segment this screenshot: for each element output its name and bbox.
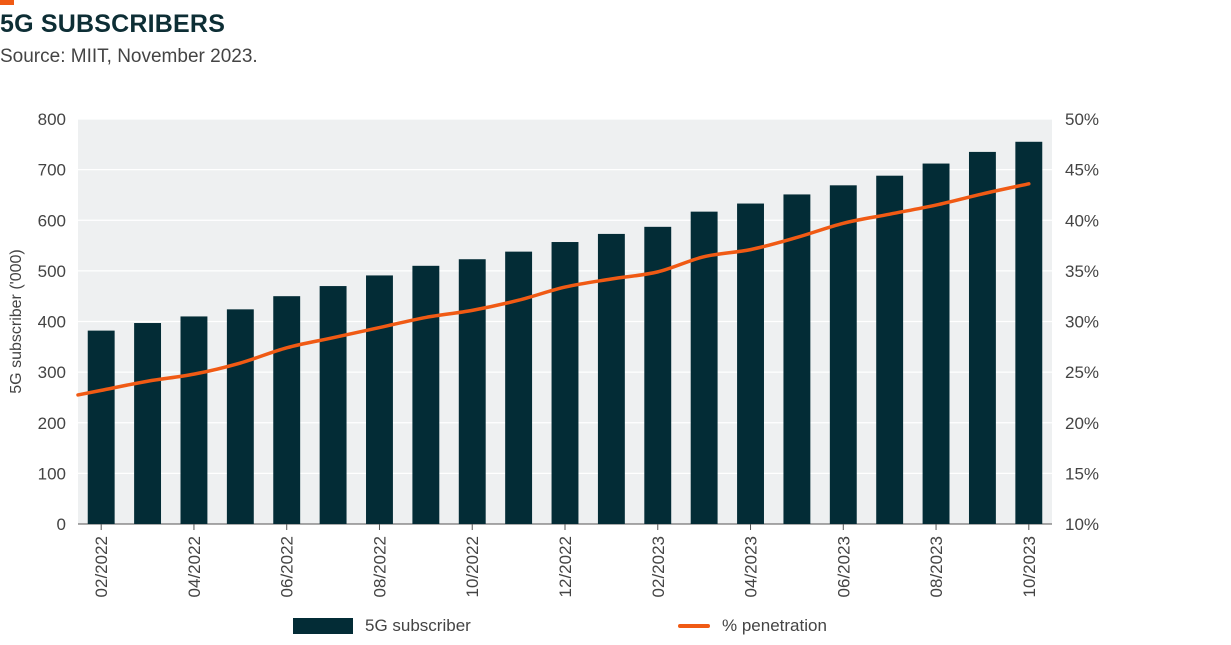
bar	[690, 211, 718, 525]
bar	[505, 251, 533, 524]
bar	[1015, 141, 1043, 524]
y2-tick-label: 10%	[1065, 515, 1099, 534]
chart-source: Source: MIIT, November 2023.	[0, 46, 258, 67]
y-axis-label: 5G subscriber ('000)	[8, 249, 25, 393]
y-tick-label: 400	[38, 313, 66, 332]
y2-tick-label: 35%	[1065, 262, 1099, 281]
bar	[922, 163, 950, 525]
bar	[597, 233, 625, 524]
y-tick-label: 800	[38, 110, 66, 129]
x-tick-label: 02/2022	[92, 536, 111, 597]
y-tick-label: 100	[38, 464, 66, 483]
y-tick-label: 500	[38, 262, 66, 281]
y-tick-label: 200	[38, 414, 66, 433]
legend-line-swatch	[678, 624, 710, 628]
y2-tick-label: 30%	[1065, 313, 1099, 332]
x-tick-label: 02/2023	[649, 536, 668, 597]
x-tick-label: 12/2022	[556, 536, 575, 597]
bar	[968, 151, 996, 524]
bar	[829, 185, 857, 524]
y-tick-label: 0	[57, 515, 66, 534]
y-tick-label: 300	[38, 363, 66, 382]
bar	[737, 203, 764, 524]
y2-tick-label: 25%	[1065, 363, 1099, 382]
bar	[783, 194, 811, 524]
x-tick-label: 10/2023	[1020, 536, 1039, 597]
y2-tick-label: 40%	[1065, 211, 1099, 230]
bar	[319, 286, 347, 524]
y2-tick-label: 15%	[1065, 464, 1099, 483]
bar	[876, 175, 904, 524]
y-tick-label: 700	[38, 161, 66, 180]
bar	[134, 323, 162, 524]
x-tick-label: 08/2022	[370, 536, 389, 597]
y-tick-label: 600	[38, 211, 66, 230]
x-tick-label: 10/2022	[463, 536, 482, 597]
legend-bar-label: 5G subscriber	[365, 616, 471, 635]
x-tick-label: 08/2023	[927, 536, 946, 597]
accent-mark	[0, 0, 14, 5]
bar	[226, 309, 254, 524]
legend-line-label: % penetration	[722, 616, 827, 635]
legend-item-line: % penetration	[678, 616, 827, 636]
bar	[366, 275, 393, 524]
bar	[412, 265, 440, 524]
x-tick-label: 04/2023	[742, 536, 761, 597]
penetration-line	[76, 182, 1031, 397]
legend-bar-swatch	[293, 618, 353, 634]
x-tick-label: 06/2023	[834, 536, 853, 597]
bar	[458, 259, 486, 524]
x-tick-label: 06/2022	[278, 536, 297, 597]
legend-item-bar: 5G subscriber	[293, 616, 471, 636]
bar	[87, 330, 115, 524]
y2-tick-label: 50%	[1065, 110, 1099, 129]
x-tick-label: 04/2022	[185, 536, 204, 597]
y2-tick-label: 45%	[1065, 161, 1099, 180]
bar	[273, 296, 301, 524]
chart-title: 5G SUBSCRIBERS	[0, 10, 226, 38]
bar	[644, 226, 672, 525]
bar	[180, 316, 208, 524]
y2-tick-label: 20%	[1065, 414, 1099, 433]
